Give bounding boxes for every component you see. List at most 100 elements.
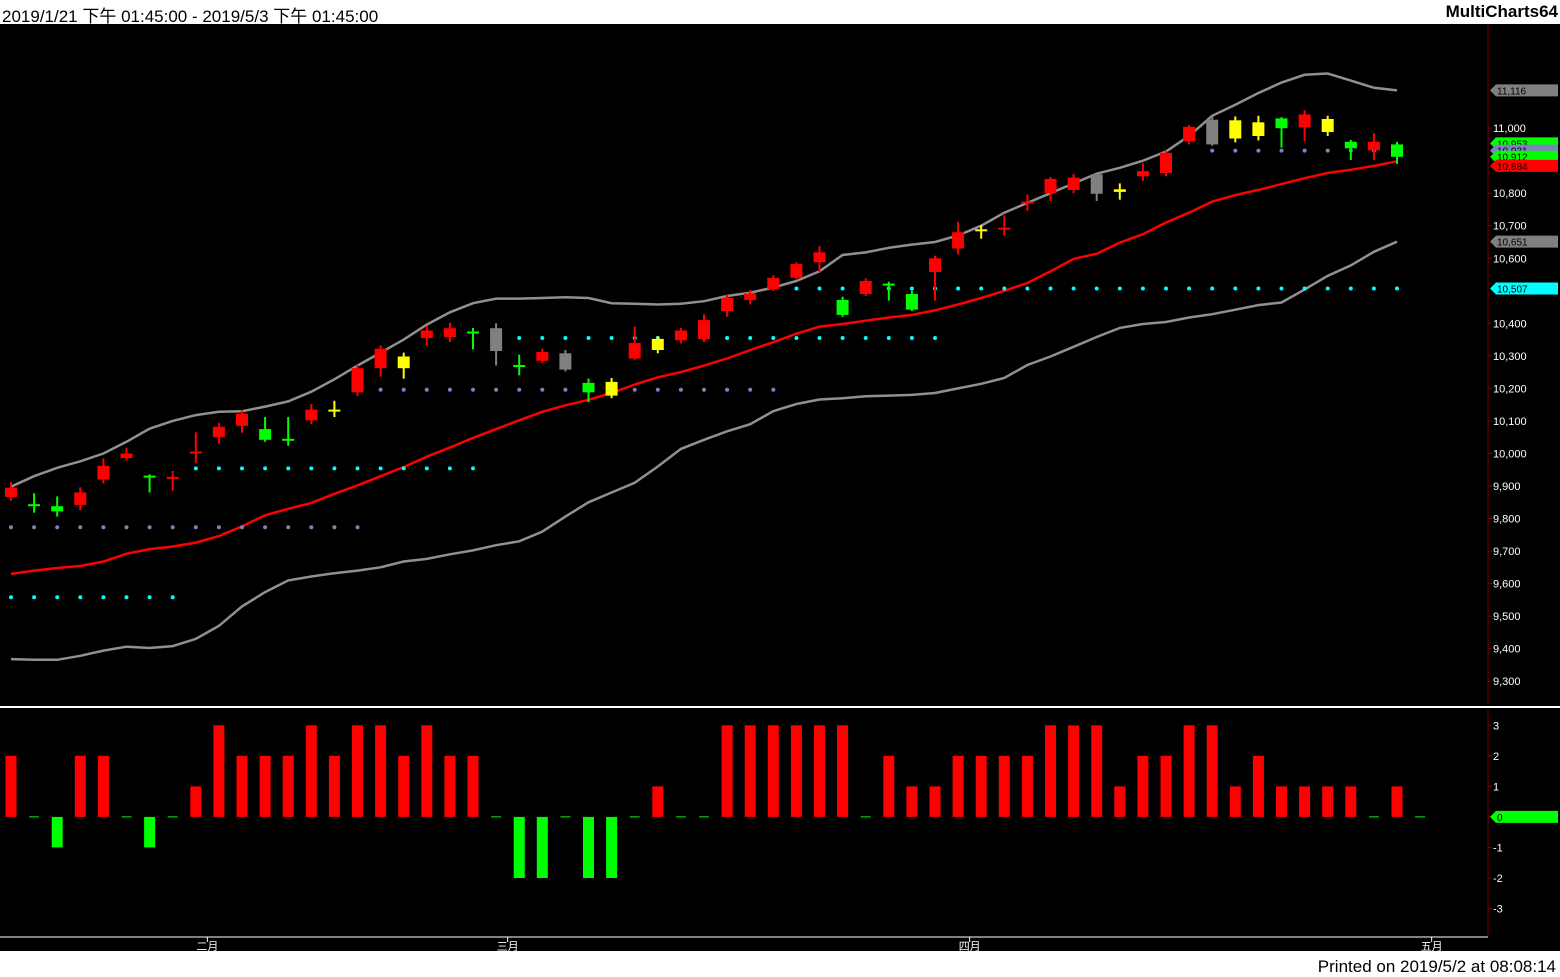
candle-body[interactable] — [1113, 189, 1126, 192]
osc-bar[interactable] — [1160, 755, 1172, 817]
candle-body[interactable] — [1183, 126, 1196, 142]
candle-body[interactable] — [212, 426, 225, 438]
candle-body[interactable] — [559, 353, 572, 370]
osc-bar[interactable] — [213, 725, 225, 817]
candle-body[interactable] — [1021, 201, 1034, 204]
osc-bar[interactable] — [1276, 786, 1287, 817]
osc-bar[interactable] — [1045, 725, 1056, 817]
candle-body[interactable] — [929, 258, 941, 272]
candle-body[interactable] — [698, 320, 710, 339]
osc-bar[interactable] — [236, 755, 248, 817]
candle-body[interactable] — [744, 293, 757, 300]
candle-body[interactable] — [467, 331, 479, 334]
osc-bar[interactable] — [305, 725, 317, 817]
osc-bar[interactable] — [1021, 755, 1033, 817]
candle-body[interactable] — [1367, 141, 1380, 151]
osc-bar[interactable] — [144, 816, 156, 848]
candle-body[interactable] — [790, 264, 803, 278]
candle-body[interactable] — [536, 352, 549, 361]
candle-body[interactable] — [490, 328, 503, 351]
candle-body[interactable] — [513, 365, 526, 367]
candle-body[interactable] — [351, 368, 364, 393]
candle-body[interactable] — [1321, 119, 1334, 132]
osc-bar[interactable] — [398, 755, 410, 817]
osc-bar[interactable] — [282, 755, 294, 817]
osc-bar[interactable] — [1229, 786, 1241, 817]
osc-bar[interactable] — [883, 755, 895, 817]
osc-bar[interactable] — [1252, 755, 1264, 817]
candle-body[interactable] — [51, 506, 64, 512]
candle-body[interactable] — [305, 409, 318, 421]
candle-body[interactable] — [397, 356, 410, 369]
osc-bar[interactable] — [259, 755, 271, 817]
price-panel[interactable] — [5, 72, 1403, 662]
candle-body[interactable] — [328, 409, 341, 412]
osc-bar[interactable] — [1091, 725, 1103, 817]
candle-body[interactable] — [605, 381, 618, 396]
candle-body[interactable] — [5, 487, 17, 497]
candle-body[interactable] — [674, 330, 687, 341]
candle-body[interactable] — [975, 229, 988, 232]
osc-bar[interactable] — [97, 755, 109, 817]
osc-bar[interactable] — [790, 725, 802, 817]
osc-bar[interactable] — [721, 725, 733, 817]
osc-bar[interactable] — [975, 755, 987, 817]
osc-bar[interactable] — [1206, 725, 1218, 817]
osc-bar[interactable] — [444, 755, 456, 817]
osc-bar[interactable] — [1114, 786, 1126, 817]
osc-bar[interactable] — [375, 725, 387, 817]
candle-body[interactable] — [767, 277, 780, 290]
osc-bar[interactable] — [744, 725, 756, 817]
candle-body[interactable] — [882, 283, 895, 286]
chart-canvas[interactable]: 9,300 9,400 9,500 9,600 9,700 9,800 9,900 10,00… — [0, 24, 1560, 951]
candle-body[interactable] — [1160, 152, 1172, 173]
osc-bar[interactable] — [837, 725, 849, 817]
osc-bar[interactable] — [767, 725, 779, 817]
osc-bar[interactable] — [74, 755, 86, 817]
candle-body[interactable] — [259, 429, 272, 440]
osc-bar[interactable] — [51, 816, 63, 848]
osc-bar[interactable] — [1183, 725, 1195, 817]
candle-body[interactable] — [1252, 122, 1265, 136]
osc-bar[interactable] — [929, 786, 941, 817]
candle-body[interactable] — [813, 252, 826, 263]
candle-body[interactable] — [582, 382, 595, 393]
candle-body[interactable] — [905, 294, 918, 310]
candle-body[interactable] — [236, 413, 248, 426]
osc-bar[interactable] — [906, 786, 918, 817]
candle-body[interactable] — [1044, 178, 1057, 194]
candle-body[interactable] — [1067, 177, 1080, 190]
osc-bar[interactable] — [536, 816, 548, 878]
candle-body[interactable] — [1391, 144, 1403, 157]
osc-bar[interactable] — [606, 816, 618, 878]
candle-body[interactable] — [1206, 119, 1219, 145]
candle-body[interactable] — [628, 342, 641, 359]
candle-body[interactable] — [97, 465, 110, 480]
candle-body[interactable] — [1090, 174, 1103, 194]
osc-bar[interactable] — [1391, 786, 1403, 817]
candle-body[interactable] — [189, 451, 202, 454]
candle-body[interactable] — [998, 227, 1011, 230]
osc-bar[interactable] — [952, 755, 964, 817]
candle-body[interactable] — [443, 328, 456, 337]
osc-bar[interactable] — [1345, 786, 1357, 817]
osc-bar[interactable] — [998, 755, 1010, 817]
candle-body[interactable] — [651, 338, 664, 350]
candle-body[interactable] — [836, 299, 849, 315]
osc-bar[interactable] — [467, 755, 479, 817]
osc-bar[interactable] — [190, 786, 202, 817]
candle-body[interactable] — [143, 475, 156, 478]
osc-bar[interactable] — [814, 725, 825, 817]
candle-body[interactable] — [1136, 171, 1149, 177]
candle-body[interactable] — [1229, 120, 1242, 139]
candle-body[interactable] — [420, 330, 433, 339]
osc-bar[interactable] — [1322, 786, 1334, 817]
candle-body[interactable] — [120, 453, 133, 459]
candle-body[interactable] — [1298, 114, 1311, 128]
osc-bar[interactable] — [1137, 755, 1149, 817]
osc-bar[interactable] — [5, 755, 17, 817]
osc-bar[interactable] — [583, 816, 594, 878]
candle-body[interactable] — [374, 348, 387, 369]
candle-body[interactable] — [282, 438, 295, 441]
osc-bar[interactable] — [352, 725, 363, 817]
